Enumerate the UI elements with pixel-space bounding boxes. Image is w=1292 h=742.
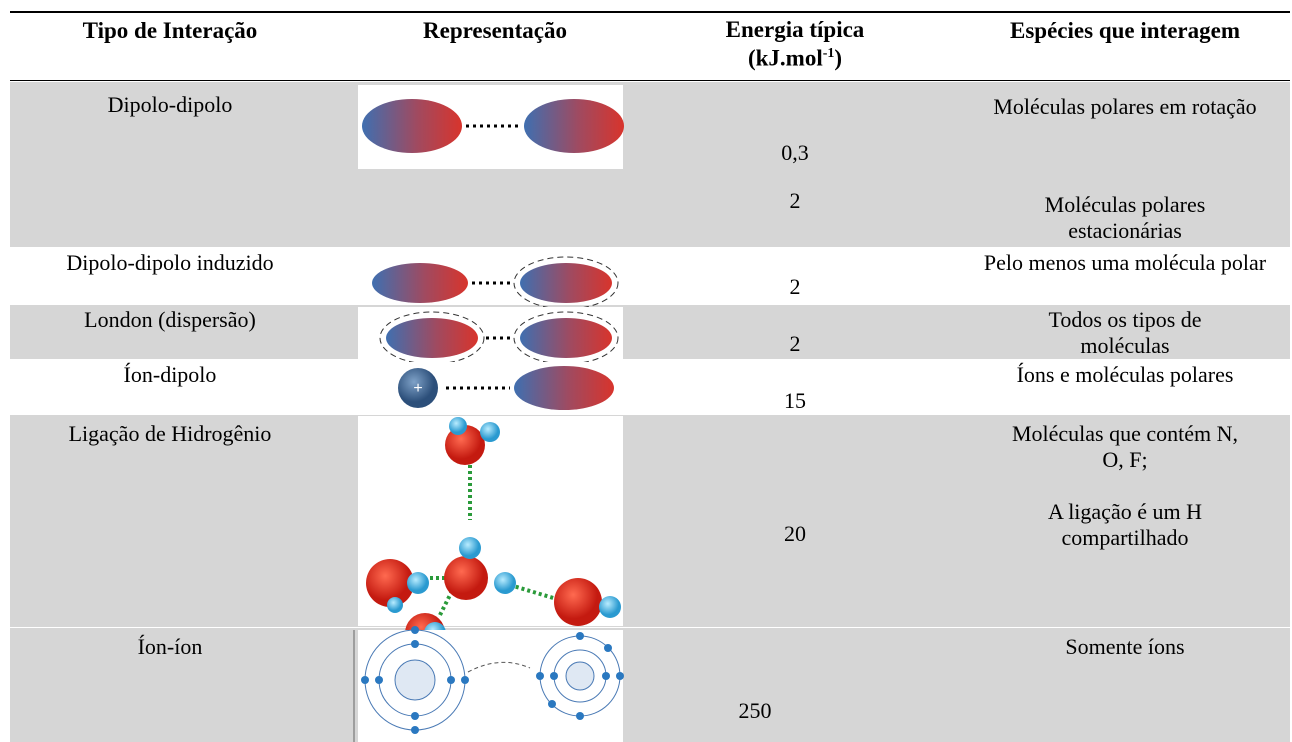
energy: 2 [789,331,801,356]
header-type: Tipo de Interação [82,18,258,43]
species: Pelo menos uma molécula polar [983,250,1267,275]
energy: 0,3 [781,140,809,165]
header-species: Espécies que interagem [1010,18,1240,43]
species: Todos os tipos de moléculas [1048,307,1202,358]
header-energy-main: Energia típica [725,17,865,42]
species: Somente íons [1065,634,1185,659]
row: Dipolo-dipolo 0,3 Moléculas polares em r… [10,82,1290,247]
energy: 2 [789,274,801,299]
row: London (dispersão) 2 Todos os tipos de m… [10,305,1290,359]
type: London (dispersão) [84,307,256,332]
header-energy-unit: (kJ.mol-1) [630,42,960,71]
type: Íon-dipolo [123,362,217,387]
species: Moléculas polares estacionárias [1044,192,1206,243]
species: A ligação é um H compartilhado [1048,499,1202,550]
type: Ligação de Hidrogênio [68,421,272,446]
energy: 20 [784,521,806,546]
species: Moléculas polares em rotação [993,94,1257,119]
species: Íons e moléculas polares [1016,362,1234,387]
row: Ligação de Hidrogênio 20 Moléculas que c… [10,415,1290,627]
type: Dipolo-dipolo induzido [66,250,274,275]
unit-sup: -1 [822,46,835,61]
header-representation: Representação [423,18,567,43]
type: Dipolo-dipolo [107,92,233,117]
rule [10,11,1290,13]
rule [10,80,1290,81]
species: Moléculas que contém N, O, F; [1011,421,1239,472]
unit: (kJ.mol [747,45,823,71]
energy: 2 [789,188,801,213]
energy: 250 [738,698,772,723]
energy: 15 [784,388,806,413]
type: Íon-íon [137,634,203,659]
unit-close: ) [834,45,843,71]
row: Íon-dipolo 15 Íons e moléculas polares [10,360,1290,414]
row: Íon-íon 250 Somente íons [10,628,1290,742]
header-energy: Energia típica (kJ.mol-1) [630,18,960,71]
row: Dipolo-dipolo induzido 2 Pelo menos uma … [10,248,1290,304]
